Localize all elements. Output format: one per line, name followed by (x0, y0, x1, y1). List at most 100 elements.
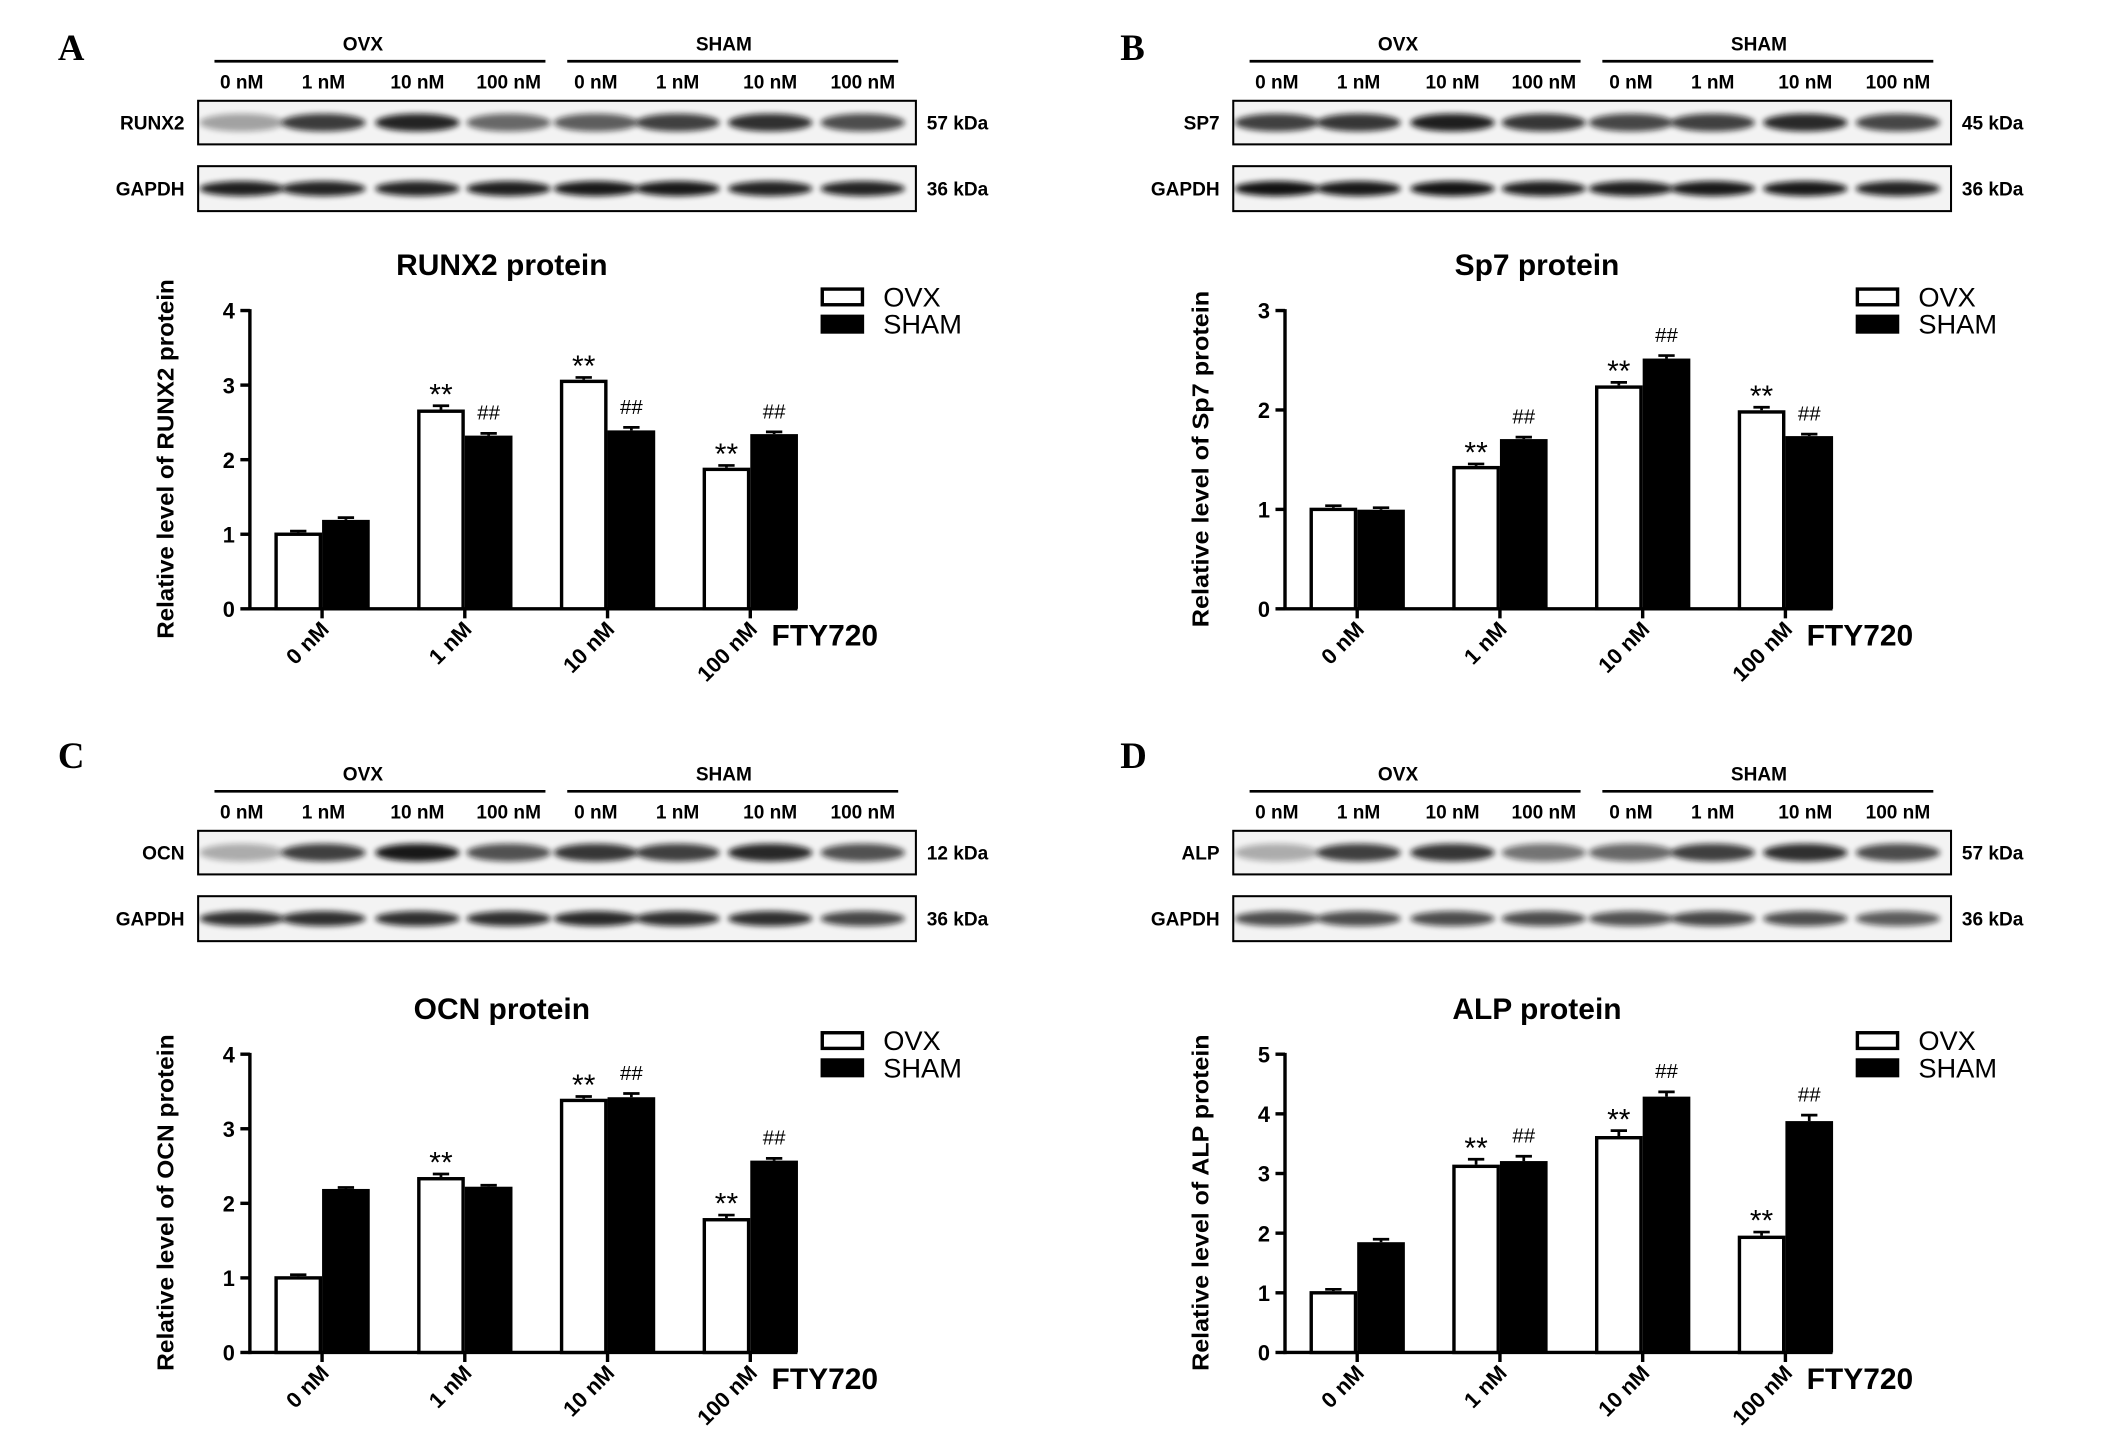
blot-band (635, 181, 720, 197)
blot-band (1316, 181, 1401, 197)
bar-chart: OCN protein Relative level of OCN protein… (153, 993, 962, 1430)
y-tick-label: 2 (1258, 1221, 1270, 1246)
blot-lane-label: 1 nM (1691, 73, 1734, 94)
bar-sham (464, 1186, 513, 1353)
blot-lane-label: 10 nM (743, 73, 797, 94)
legend-label: SHAM (1918, 1052, 1997, 1083)
blot-band (1410, 843, 1495, 862)
legend-label: SHAM (1918, 309, 1997, 340)
blot-band (553, 911, 639, 927)
blot-group-label: OVX (343, 34, 384, 55)
bar-ovx (274, 532, 323, 611)
blot-band (199, 911, 284, 927)
blot-band (1410, 181, 1495, 197)
blot-band (1855, 181, 1941, 197)
blot-lane-label: 1 nM (302, 73, 345, 94)
y-tick-label: 2 (223, 448, 235, 473)
significance-mark: ** (1750, 1205, 1774, 1238)
blot-band (375, 181, 460, 197)
blot-lane-label: 10 nM (390, 803, 444, 824)
y-tick-label: 0 (1258, 1341, 1270, 1366)
legend-swatch-sham (820, 314, 865, 334)
y-tick-label: 1 (1258, 498, 1270, 523)
blot-band (1316, 113, 1401, 132)
bar-ovx (1452, 465, 1500, 611)
significance-mark: ** (429, 378, 453, 411)
blot-protein-label: GAPDH (116, 909, 185, 930)
bar-ovx (1737, 1235, 1786, 1355)
blot-band (466, 843, 551, 862)
blot-lane-label: 10 nM (1426, 73, 1480, 94)
bar-ovx (1737, 410, 1786, 611)
blot-lane-label: 0 nM (1609, 803, 1652, 824)
blot-band (1670, 181, 1755, 197)
blot-frame (197, 99, 917, 146)
significance-mark: ## (620, 397, 643, 419)
blot-band (1588, 843, 1674, 862)
bar-chart: Sp7 protein Relative level of Sp7 protein… (1188, 249, 1997, 686)
x-tick-label: 100 nM (1727, 1360, 1797, 1430)
x-tick-label: 10 nM (558, 1360, 619, 1421)
blot-band (199, 181, 284, 197)
y-axis-label: Relative level of OCN protein (153, 1034, 179, 1370)
blot-band-row (199, 843, 906, 862)
x-tick-label: 1 nM (1459, 1360, 1512, 1413)
bar-sham (1499, 439, 1548, 609)
bar-sham (1499, 1161, 1548, 1353)
blot-band (553, 113, 639, 132)
blot-band (1588, 911, 1674, 927)
legend-label: OVX (1918, 281, 1976, 312)
blot-band (1316, 843, 1401, 862)
blot-band (1588, 181, 1674, 197)
blot-band (1234, 911, 1320, 927)
bar-ovx (1309, 507, 1358, 611)
blot-lane-label: 100 nM (1511, 803, 1576, 824)
legend-label: SHAM (883, 1052, 962, 1083)
blot-band (1410, 113, 1495, 132)
western-blot: OVX SHAM 0 nM 1 nM 10 nM 100 nM 0 nM 1 nM 10 nM 1… (116, 34, 989, 213)
panel-label: C (58, 735, 85, 776)
bar-ovx (1594, 385, 1643, 611)
x-tick-label: 0 nM (281, 616, 334, 669)
significance-mark: ## (1798, 403, 1821, 425)
blot-band (1763, 113, 1848, 132)
y-tick-label: 2 (1258, 398, 1270, 423)
bar-sham (1642, 1096, 1691, 1353)
significance-mark: ** (1464, 437, 1488, 470)
x-tick-label: 10 nM (558, 616, 619, 677)
blot-band (635, 843, 720, 862)
legend-swatch-sham (820, 1058, 865, 1078)
blot-band (820, 113, 906, 132)
chart-title: Sp7 protein (1455, 249, 1620, 282)
significance-mark: ## (477, 403, 500, 425)
blot-band (635, 911, 720, 927)
blot-band-row (199, 113, 906, 132)
blot-band (820, 843, 906, 862)
bar-ovx (559, 379, 608, 611)
bar-sham (464, 435, 513, 609)
x-tick-label: 10 nM (1593, 616, 1654, 677)
blot-band (1501, 113, 1587, 132)
blot-band (727, 181, 813, 197)
blot-protein-label: ALP (1182, 843, 1220, 864)
blot-lane-label: 1 nM (1337, 803, 1380, 824)
blot-lane-label: 0 nM (1609, 73, 1652, 94)
blot-size-label: 57 kDa (1962, 843, 2024, 864)
y-tick-label: 0 (223, 597, 235, 622)
bar-ovx (702, 1218, 751, 1355)
blot-group-label: OVX (1378, 34, 1419, 55)
significance-mark: ** (1750, 380, 1774, 413)
significance-mark: ## (1512, 1126, 1535, 1148)
blot-protein-label: GAPDH (1151, 179, 1220, 200)
x-tick-label: 1 nM (424, 1360, 477, 1413)
blot-band (1234, 843, 1320, 862)
x-tick-label: 0 nM (1316, 1360, 1369, 1413)
y-axis-label: Relative level of RUNX2 protein (153, 279, 179, 639)
blot-band (820, 181, 906, 197)
bar-ovx (1452, 1164, 1500, 1355)
bar-sham (750, 434, 798, 609)
blot-lane-label: 1 nM (302, 803, 345, 824)
blot-band (820, 911, 906, 927)
